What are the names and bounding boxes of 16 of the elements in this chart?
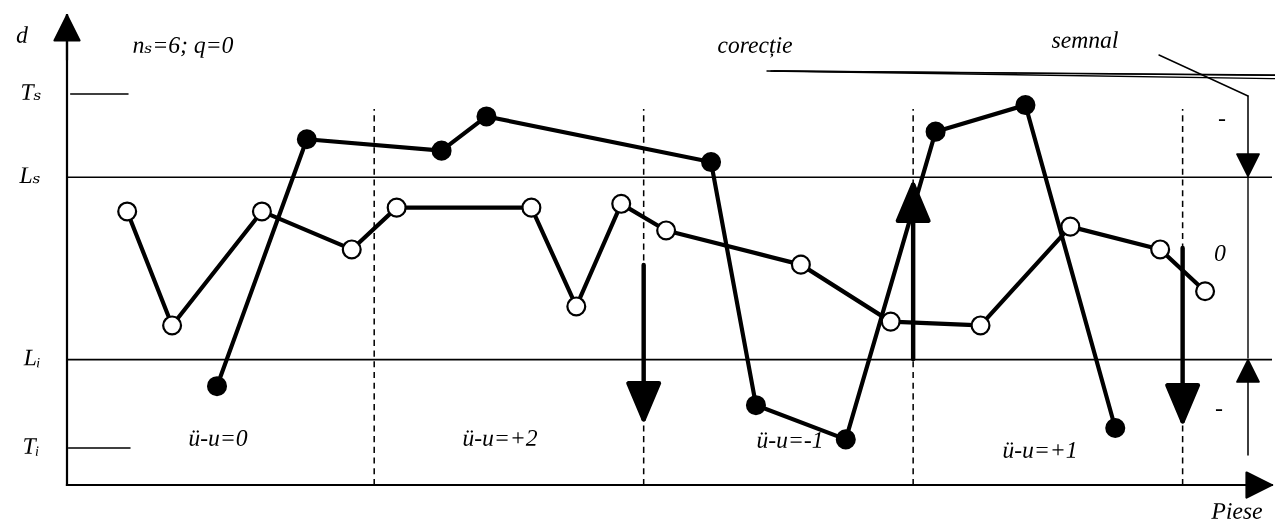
text: corecție	[718, 37, 793, 58]
annotation: ü-u=0	[189, 429, 248, 446]
annotation: 0	[1215, 244, 1226, 261]
text: Tₛ	[22, 84, 41, 100]
y-axis-title: d	[16, 26, 28, 43]
text: nₛ=6; q=0	[133, 36, 234, 58]
x-axis-title: Piese	[1211, 503, 1263, 519]
annotation: -	[1218, 119, 1226, 121]
annotation: -	[1215, 409, 1223, 411]
annotation: ü-u=-1	[757, 432, 821, 448]
ref-line-label: Lₛ	[19, 167, 40, 184]
text: semnal	[1051, 31, 1118, 48]
ref-line-label: Lᵢ	[23, 349, 40, 368]
annotation: ü-u=+2	[463, 430, 538, 446]
text: Tᵢ	[24, 438, 39, 456]
annotation: ü-u=+1	[1003, 442, 1076, 458]
